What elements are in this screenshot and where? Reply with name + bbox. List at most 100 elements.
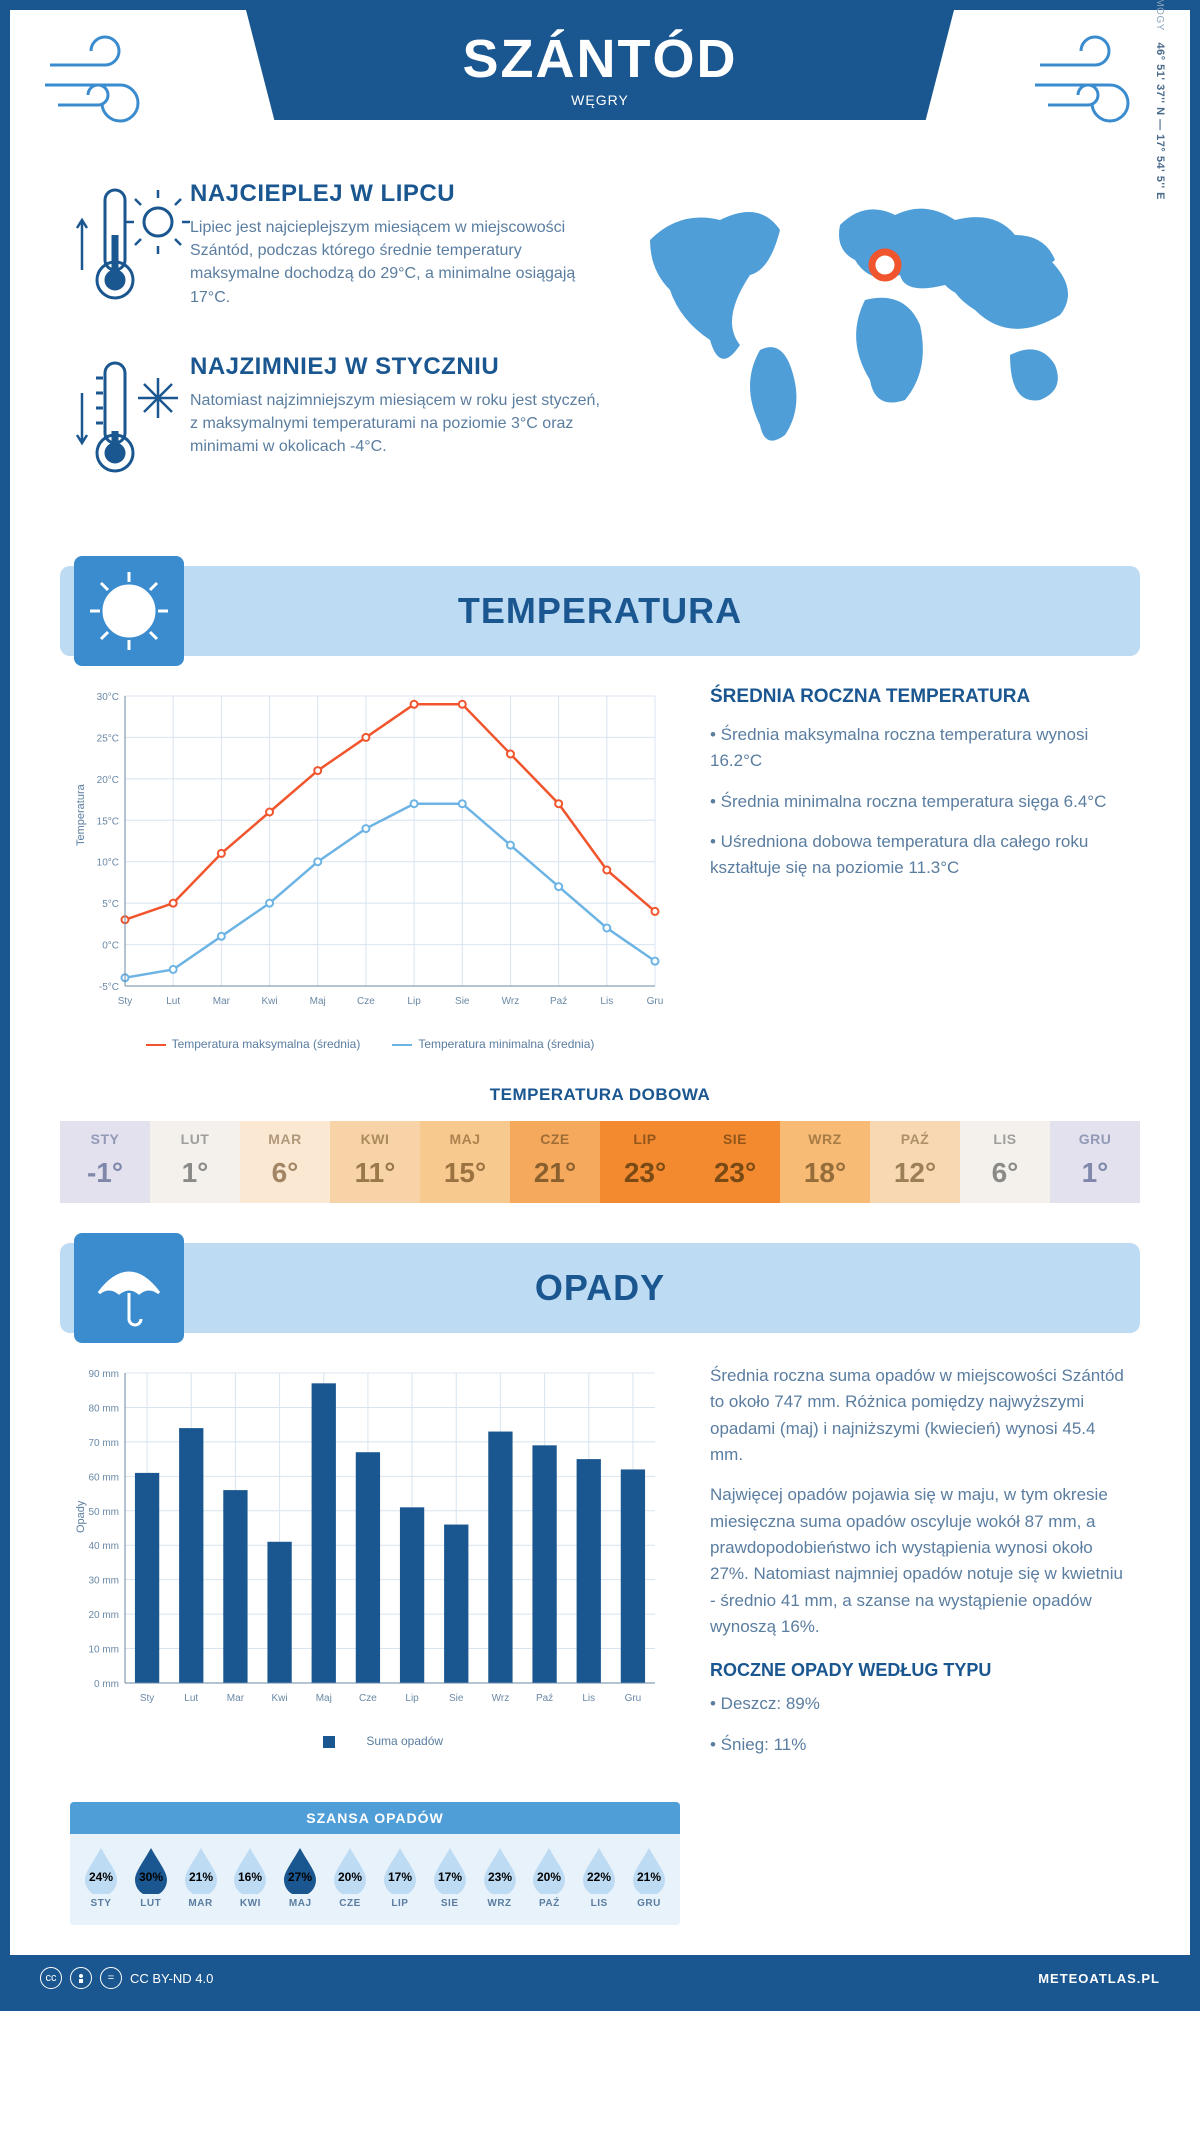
- svg-text:Sie: Sie: [449, 1693, 464, 1704]
- svg-text:Wrz: Wrz: [502, 996, 520, 1007]
- wind-icon-right: [1030, 35, 1160, 135]
- map-marker-icon: [872, 252, 898, 278]
- svg-text:Maj: Maj: [310, 996, 326, 1007]
- wind-icon-left: [40, 35, 170, 135]
- dobowa-cell: MAR6°: [240, 1121, 330, 1203]
- svg-text:Temperatura: Temperatura: [75, 783, 87, 846]
- legend-max: Temperatura maksymalna (średnia): [146, 1037, 361, 1051]
- chance-drop: 21% GRU: [624, 1846, 674, 1909]
- temp-b2: • Średnia minimalna roczna temperatura s…: [710, 789, 1130, 815]
- svg-text:30 mm: 30 mm: [88, 1576, 119, 1587]
- chance-drop: 27% MAJ: [275, 1846, 325, 1909]
- svg-text:Gru: Gru: [647, 996, 664, 1007]
- dobowa-cell: LIP23°: [600, 1121, 690, 1203]
- legend-sum: Suma opadów: [297, 1734, 443, 1748]
- dobowa-cell: LIS6°: [960, 1121, 1050, 1203]
- chance-drop: 16% KWI: [225, 1846, 275, 1909]
- svg-text:Gru: Gru: [625, 1693, 642, 1704]
- svg-text:Wrz: Wrz: [492, 1693, 510, 1704]
- intro-left: NAJCIEPLEJ W LIPCU Lipiec jest najcieple…: [70, 180, 610, 526]
- title-band: SZÁNTÓD WĘGRY: [246, 10, 954, 120]
- precip-p1: Średnia roczna suma opadów w miejscowośc…: [710, 1363, 1130, 1468]
- hot-text: NAJCIEPLEJ W LIPCU Lipiec jest najcieple…: [190, 180, 610, 325]
- header: SZÁNTÓD WĘGRY: [10, 10, 1190, 170]
- coords-label: SOMOGY 46° 51' 37'' N — 17° 54' 5'' E: [1154, 0, 1166, 200]
- svg-text:10°C: 10°C: [97, 858, 119, 869]
- svg-text:40 mm: 40 mm: [88, 1541, 119, 1552]
- cold-title: NAJZIMNIEJ W STYCZNIU: [190, 353, 610, 381]
- svg-text:Sty: Sty: [118, 996, 132, 1007]
- dobowa-cell: KWI11°: [330, 1121, 420, 1203]
- precip-chart: 0 mm10 mm20 mm30 mm40 mm50 mm60 mm70 mm8…: [70, 1363, 670, 1772]
- svg-text:17%: 17%: [388, 1870, 412, 1884]
- cold-text: NAJZIMNIEJ W STYCZNIU Natomiast najzimni…: [190, 353, 610, 498]
- chance-drop: 20% CZE: [325, 1846, 375, 1909]
- svg-text:80 mm: 80 mm: [88, 1403, 119, 1414]
- map-container: SOMOGY 46° 51' 37'' N — 17° 54' 5'' E: [610, 180, 1130, 526]
- site-name: METEOATLAS.PL: [1038, 1971, 1160, 1986]
- chance-drop: 30% LUT: [126, 1846, 176, 1909]
- svg-text:-5°C: -5°C: [99, 982, 119, 993]
- svg-text:25°C: 25°C: [97, 733, 119, 744]
- footer: cc = CC BY-ND 4.0 METEOATLAS.PL: [10, 1955, 1190, 2001]
- temp-b3: • Uśredniona dobowa temperatura dla całe…: [710, 829, 1130, 882]
- svg-text:Lis: Lis: [582, 1693, 595, 1704]
- cold-body: Natomiast najzimniejszym miesiącem w rok…: [190, 389, 610, 459]
- svg-text:Maj: Maj: [316, 1693, 332, 1704]
- temp-legend: Temperatura maksymalna (średnia) Tempera…: [70, 1037, 670, 1051]
- precip-type-title: ROCZNE OPADY WEDŁUG TYPU: [710, 1660, 1130, 1681]
- svg-text:50 mm: 50 mm: [88, 1507, 119, 1518]
- dobowa-cell: PAŹ12°: [870, 1121, 960, 1203]
- svg-text:Sty: Sty: [140, 1693, 154, 1704]
- svg-text:Lut: Lut: [184, 1693, 198, 1704]
- dobowa-cell: GRU1°: [1050, 1121, 1140, 1203]
- dobowa-cell: CZE21°: [510, 1121, 600, 1203]
- precip-snow: • Śnieg: 11%: [710, 1732, 1130, 1758]
- svg-text:Kwi: Kwi: [272, 1693, 288, 1704]
- svg-text:21%: 21%: [189, 1870, 213, 1884]
- chance-box: SZANSA OPADÓW 24% STY 30% LUT 21%: [70, 1802, 680, 1925]
- cc-by-icon: [70, 1967, 92, 1989]
- dobowa-title: TEMPERATURA DOBOWA: [10, 1085, 1190, 1105]
- svg-text:21%: 21%: [637, 1870, 661, 1884]
- precip-section-header: OPADY: [60, 1243, 1140, 1333]
- svg-text:5°C: 5°C: [102, 899, 119, 910]
- svg-text:Opady: Opady: [75, 1500, 87, 1533]
- temperature-row: -5°C0°C5°C10°C15°C20°C25°C30°CStyLutMarK…: [10, 686, 1190, 1051]
- chance-drops: 24% STY 30% LUT 21% MAR: [70, 1834, 680, 1913]
- dobowa-table: STY-1°LUT1°MAR6°KWI11°MAJ15°CZE21°LIP23°…: [60, 1121, 1140, 1203]
- dobowa-cell: SIE23°: [690, 1121, 780, 1203]
- svg-text:Cze: Cze: [359, 1693, 377, 1704]
- license-text: CC BY-ND 4.0: [130, 1971, 213, 1986]
- license: cc = CC BY-ND 4.0: [40, 1967, 213, 1989]
- temperature-section-header: TEMPERATURA: [60, 566, 1140, 656]
- svg-text:30°C: 30°C: [97, 692, 119, 703]
- temp-b1: • Średnia maksymalna roczna temperatura …: [710, 722, 1130, 775]
- world-map-icon: [610, 180, 1130, 460]
- svg-text:17%: 17%: [438, 1870, 462, 1884]
- city-title: SZÁNTÓD: [246, 28, 954, 90]
- temperature-title: TEMPERATURA: [458, 590, 742, 632]
- svg-text:15°C: 15°C: [97, 816, 119, 827]
- svg-text:Cze: Cze: [357, 996, 375, 1007]
- precip-text: Średnia roczna suma opadów w miejscowośc…: [710, 1363, 1130, 1772]
- legend-min: Temperatura minimalna (średnia): [392, 1037, 594, 1051]
- precip-row: 0 mm10 mm20 mm30 mm40 mm50 mm60 mm70 mm8…: [10, 1363, 1190, 1772]
- svg-text:27%: 27%: [288, 1870, 312, 1884]
- hot-title: NAJCIEPLEJ W LIPCU: [190, 180, 610, 208]
- svg-text:0 mm: 0 mm: [94, 1679, 119, 1690]
- svg-text:Paź: Paź: [536, 1693, 553, 1704]
- svg-text:Paź: Paź: [550, 996, 567, 1007]
- svg-text:90 mm: 90 mm: [88, 1369, 119, 1380]
- temp-summary-title: ŚREDNIA ROCZNA TEMPERATURA: [710, 686, 1130, 708]
- precip-type: ROCZNE OPADY WEDŁUG TYPU • Deszcz: 89% •…: [710, 1660, 1130, 1758]
- svg-text:20°C: 20°C: [97, 775, 119, 786]
- page: SZÁNTÓD WĘGRY: [0, 0, 1200, 2011]
- svg-text:Mar: Mar: [227, 1693, 245, 1704]
- cold-block: NAJZIMNIEJ W STYCZNIU Natomiast najzimni…: [70, 353, 610, 498]
- intro-section: NAJCIEPLEJ W LIPCU Lipiec jest najcieple…: [10, 170, 1190, 556]
- svg-text:Lis: Lis: [600, 996, 613, 1007]
- temperature-chart: -5°C0°C5°C10°C15°C20°C25°C30°CStyLutMarK…: [70, 686, 670, 1051]
- dobowa-cell: LUT1°: [150, 1121, 240, 1203]
- hot-block: NAJCIEPLEJ W LIPCU Lipiec jest najcieple…: [70, 180, 610, 325]
